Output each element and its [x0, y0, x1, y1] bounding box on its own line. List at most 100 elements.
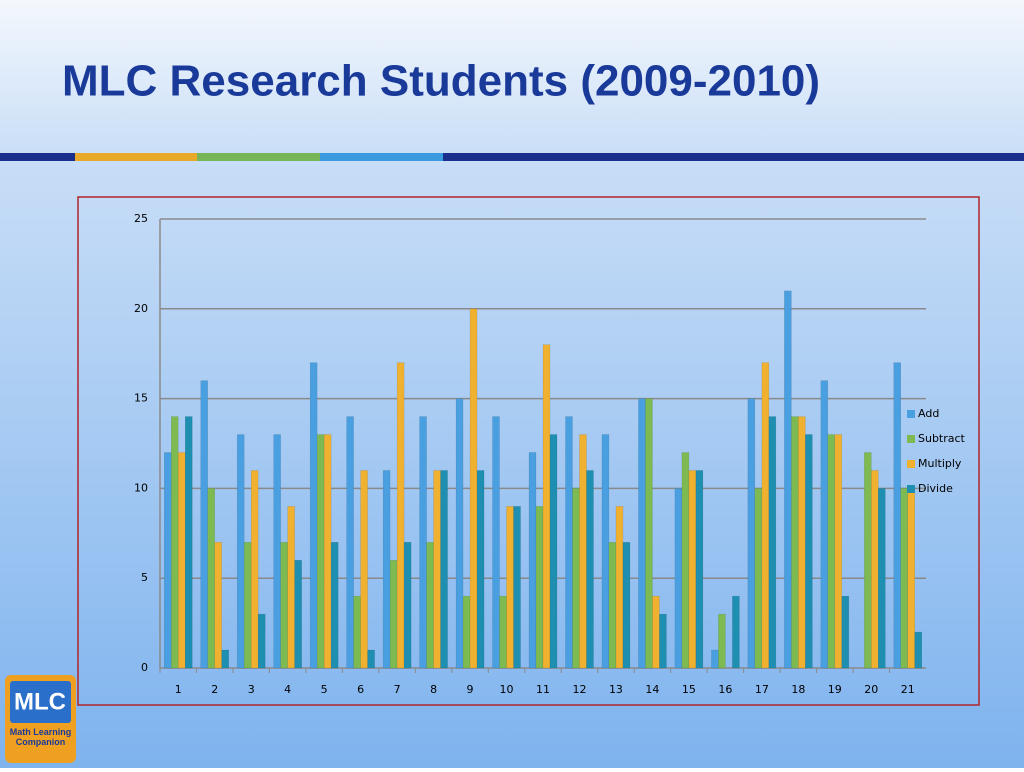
y-tick-label: 20 [134, 302, 148, 315]
bar [907, 488, 916, 669]
bar [549, 434, 558, 669]
bar [798, 416, 806, 669]
bar [382, 470, 391, 669]
bar [542, 344, 551, 669]
x-tick-label: 19 [828, 683, 842, 696]
bar [513, 506, 521, 669]
bar [214, 542, 222, 669]
y-tick-label: 0 [141, 661, 148, 674]
bar [403, 542, 412, 669]
logo: MLC Math Learning Companion [5, 675, 76, 763]
bar [535, 506, 544, 669]
bar [287, 506, 295, 669]
x-tick-label: 4 [284, 683, 291, 696]
y-tick-label: 25 [134, 212, 148, 225]
bar [754, 488, 763, 669]
bar [280, 542, 288, 669]
bar [718, 613, 726, 669]
bar [200, 380, 208, 669]
bar [184, 416, 193, 669]
bar [645, 398, 653, 669]
x-tick-label: 14 [645, 683, 659, 696]
legend-label: Divide [918, 482, 953, 495]
bar [367, 649, 375, 669]
bar [579, 434, 587, 669]
y-tick-label: 5 [141, 571, 148, 584]
bar [586, 470, 594, 669]
x-tick-label: 2 [211, 683, 218, 696]
bar [572, 488, 580, 669]
legend-swatch [907, 460, 915, 468]
bar [455, 398, 464, 669]
bar [601, 434, 610, 669]
bar [659, 613, 667, 669]
bar [309, 362, 318, 669]
bar [389, 559, 398, 669]
bar [499, 595, 507, 669]
band-green [197, 153, 320, 161]
bar [652, 595, 660, 669]
band-orange [75, 153, 197, 161]
y-tick-label: 15 [134, 392, 148, 405]
bar [528, 452, 537, 669]
x-tick-label: 3 [248, 683, 255, 696]
logo-caption: Math Learning Companion [9, 727, 72, 747]
y-tick-label: 10 [134, 481, 148, 494]
legend-label: Multiply [918, 457, 962, 470]
bar [914, 631, 923, 669]
bar [360, 470, 368, 669]
bar [257, 613, 266, 669]
bar [732, 595, 740, 669]
bar [784, 290, 792, 669]
bar [462, 595, 471, 669]
bar [221, 649, 229, 669]
bar [841, 595, 850, 669]
x-tick-label: 8 [430, 683, 437, 696]
x-tick-label: 15 [682, 683, 696, 696]
logo-caption-box: Math Learning Companion [9, 727, 72, 747]
bar [674, 488, 683, 669]
logo-mark: MLC [14, 688, 66, 715]
legend-swatch [907, 485, 915, 493]
x-tick-label: 13 [609, 683, 623, 696]
bar [761, 362, 770, 669]
bar [878, 488, 886, 669]
legend-swatch [907, 435, 915, 443]
x-tick-label: 21 [901, 683, 915, 696]
x-tick-label: 7 [394, 683, 401, 696]
bar [864, 452, 872, 669]
bar [316, 434, 325, 669]
chart-frame [77, 196, 980, 706]
bar [871, 470, 879, 669]
logo-inner [10, 681, 71, 723]
x-tick-label: 18 [791, 683, 805, 696]
bar [615, 506, 624, 669]
x-tick-label: 12 [572, 683, 586, 696]
bar [353, 595, 361, 669]
bar [768, 416, 777, 669]
bar [791, 416, 799, 669]
bar [346, 416, 354, 669]
x-tick-label: 9 [467, 683, 474, 696]
bar [426, 542, 434, 669]
bar [250, 470, 259, 669]
bar [565, 416, 573, 669]
bar [711, 649, 719, 669]
x-tick-label: 1 [175, 683, 182, 696]
bar [688, 470, 697, 669]
bar [440, 470, 448, 669]
bar [893, 362, 902, 669]
band-blue [320, 153, 443, 161]
bar [608, 542, 617, 669]
x-tick-label: 17 [755, 683, 769, 696]
bar [419, 416, 427, 669]
bar [207, 488, 215, 669]
bar [170, 416, 179, 669]
bar [747, 398, 756, 669]
bar [834, 434, 843, 669]
bar [243, 542, 252, 669]
bar [695, 470, 704, 669]
bar [805, 434, 813, 669]
slide-title: MLC Research Students (2009-2010) [62, 57, 820, 106]
bar [396, 362, 405, 669]
